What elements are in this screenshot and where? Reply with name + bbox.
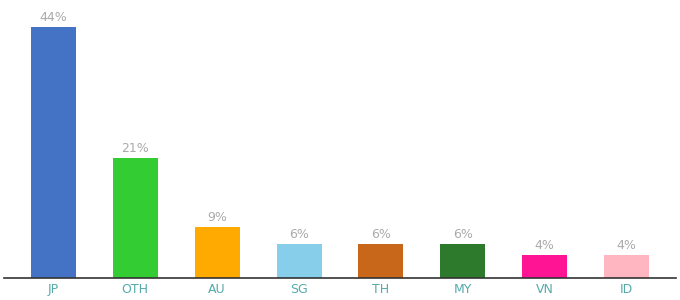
Text: 9%: 9% — [207, 211, 227, 224]
Bar — [441, 244, 486, 278]
Text: 6%: 6% — [453, 228, 473, 241]
Bar — [31, 27, 76, 278]
Text: 4%: 4% — [617, 239, 636, 252]
Bar — [113, 158, 158, 278]
Text: 6%: 6% — [371, 228, 391, 241]
Bar — [194, 226, 239, 278]
Bar — [604, 255, 649, 278]
Bar — [522, 255, 567, 278]
Bar — [277, 244, 322, 278]
Bar — [358, 244, 403, 278]
Text: 44%: 44% — [39, 11, 67, 24]
Text: 6%: 6% — [289, 228, 309, 241]
Text: 4%: 4% — [535, 239, 555, 252]
Text: 21%: 21% — [121, 142, 149, 155]
